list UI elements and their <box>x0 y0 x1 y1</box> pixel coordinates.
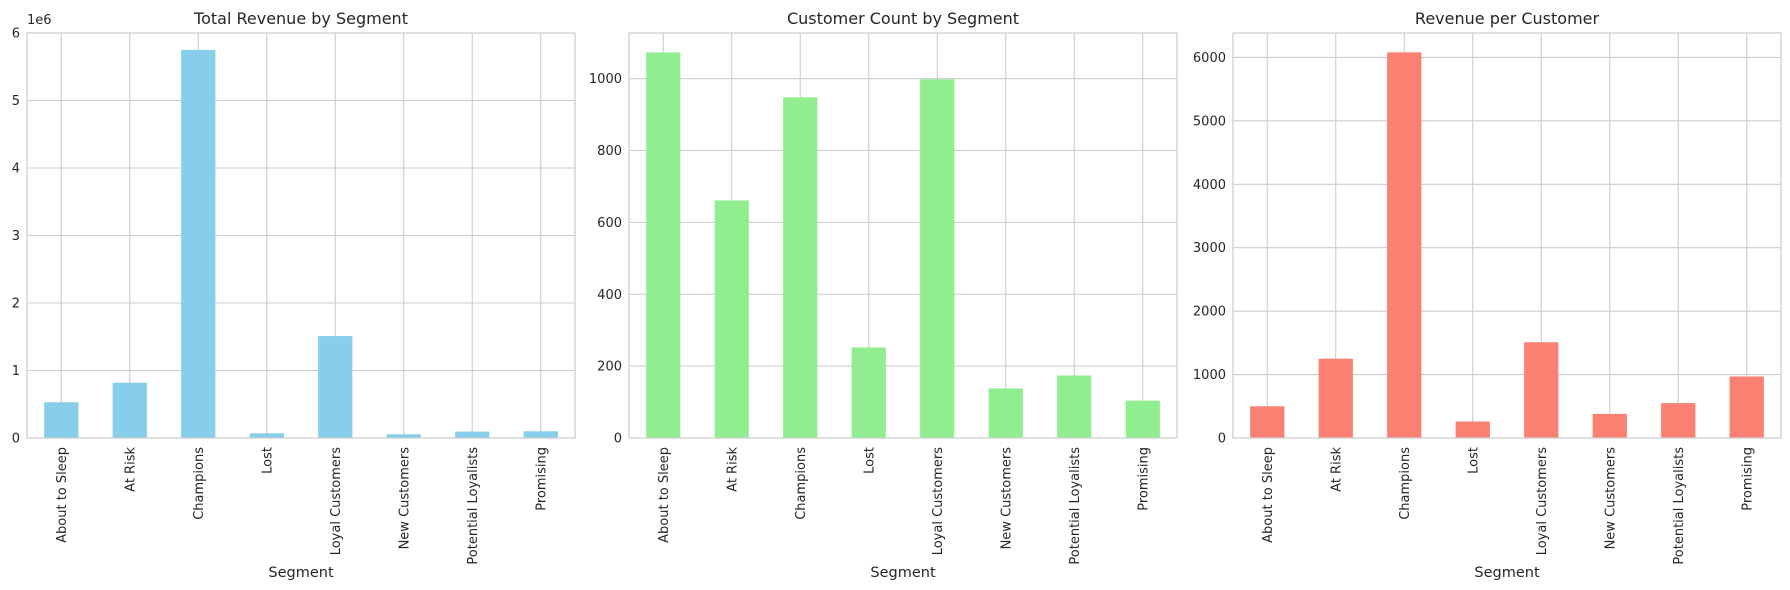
bar-loyal-customers <box>318 336 353 438</box>
x-tick-label: Lost <box>1466 447 1481 474</box>
chart-panel-3: 0 1000 2000 3000 4000 5000 6000 About to Sleep A… <box>1193 9 1782 581</box>
x-tick-label: New Customers <box>1603 447 1618 550</box>
y-tick-label: 400 <box>597 288 622 303</box>
x-tick-label: At Risk <box>1329 447 1344 492</box>
x-tick-label: Champions <box>794 447 809 520</box>
y-tick-label: 4000 <box>1193 178 1226 193</box>
bar-new-customers <box>386 434 421 438</box>
bar-promising <box>523 431 558 438</box>
x-tick-label: Loyal Customers <box>1535 447 1550 556</box>
chart-panel-2: 0 200 400 600 800 1000 About to Sleep At Risk Ch… <box>589 9 1178 581</box>
bar-promising <box>1125 400 1160 438</box>
bar-potential-loyalists <box>455 431 490 438</box>
bar-lost <box>1455 421 1490 438</box>
y-tick-label: 0 <box>12 432 20 447</box>
x-tick-label: About to Sleep <box>1261 447 1276 543</box>
x-tick-label: Champions <box>1398 447 1413 520</box>
x-tick-label: At Risk <box>123 447 138 492</box>
x-tick-label: New Customers <box>999 447 1014 550</box>
chart-title: Customer Count by Segment <box>787 9 1019 28</box>
y-tick-label: 3000 <box>1193 241 1226 256</box>
x-tick-label: Potential Loyalists <box>1068 447 1083 565</box>
y-tick-label: 6 <box>12 27 20 42</box>
bar-champions <box>1387 52 1422 438</box>
y-tick-label: 3 <box>12 229 20 244</box>
bar-at-risk <box>714 200 749 438</box>
chart-title: Total Revenue by Segment <box>193 9 408 28</box>
axes-frame <box>26 32 576 439</box>
x-tick-label: New Customers <box>397 447 412 550</box>
bar-new-customers <box>988 388 1023 438</box>
x-axis-label: Segment <box>870 565 936 581</box>
y-tick-label: 0 <box>1218 432 1226 447</box>
axes-frame <box>1232 32 1782 439</box>
y-tick-label: 600 <box>597 216 622 231</box>
y-tick-label: 4 <box>12 162 20 177</box>
x-tick-label: Promising <box>534 447 549 511</box>
bar-promising <box>1729 376 1764 438</box>
x-tick-label: Champions <box>192 447 207 520</box>
x-axis-label: Segment <box>1474 565 1540 581</box>
bar-new-customers <box>1592 413 1627 438</box>
bar-loyal-customers <box>920 79 955 438</box>
chart-panel-1: 0 1 2 3 4 5 6 About to Sleep At Risk Champions Los… <box>12 9 576 581</box>
y-tick-label: 200 <box>597 360 622 375</box>
bar-at-risk <box>112 382 147 438</box>
bar-champions <box>783 97 818 438</box>
bar-loyal-customers <box>1524 342 1559 438</box>
y-tick-label: 2000 <box>1193 305 1226 320</box>
bar-about-to-sleep <box>646 52 681 438</box>
bar-potential-loyalists <box>1661 403 1696 438</box>
x-tick-label: Lost <box>862 447 877 474</box>
y-offset-label: 1e6 <box>27 13 52 28</box>
x-tick-label: Loyal Customers <box>329 447 344 556</box>
y-tick-label: 1000 <box>1193 368 1226 383</box>
x-tick-label: About to Sleep <box>657 447 672 543</box>
bar-at-risk <box>1318 358 1353 438</box>
plot-area <box>629 33 1177 438</box>
y-tick-label: 5000 <box>1193 114 1226 129</box>
y-tick-label: 6000 <box>1193 51 1226 66</box>
x-tick-label: Promising <box>1136 447 1151 511</box>
x-axis-label: Segment <box>268 565 334 581</box>
x-tick-label: Lost <box>260 447 275 474</box>
y-tick-label: 2 <box>12 297 20 312</box>
x-tick-label: Potential Loyalists <box>466 447 481 565</box>
y-tick-label: 1 <box>12 364 20 379</box>
y-tick-label: 800 <box>597 144 622 159</box>
y-tick-label: 0 <box>614 432 622 447</box>
x-tick-label: About to Sleep <box>55 447 70 543</box>
bar-about-to-sleep <box>1250 406 1285 438</box>
x-tick-label: Potential Loyalists <box>1672 447 1687 565</box>
axes-frame <box>628 32 1178 439</box>
y-tick-label: 1000 <box>589 72 622 87</box>
x-tick-label: At Risk <box>725 447 740 492</box>
x-tick-label: Promising <box>1740 447 1755 511</box>
plot-area <box>1233 33 1781 438</box>
bar-about-to-sleep <box>44 402 79 438</box>
bar-lost <box>851 347 886 438</box>
chart-title: Revenue per Customer <box>1415 9 1600 28</box>
bar-lost <box>249 433 284 438</box>
bar-potential-loyalists <box>1057 375 1092 438</box>
bar-champions <box>181 49 216 438</box>
y-tick-label: 5 <box>12 94 20 109</box>
x-tick-label: Loyal Customers <box>931 447 946 556</box>
